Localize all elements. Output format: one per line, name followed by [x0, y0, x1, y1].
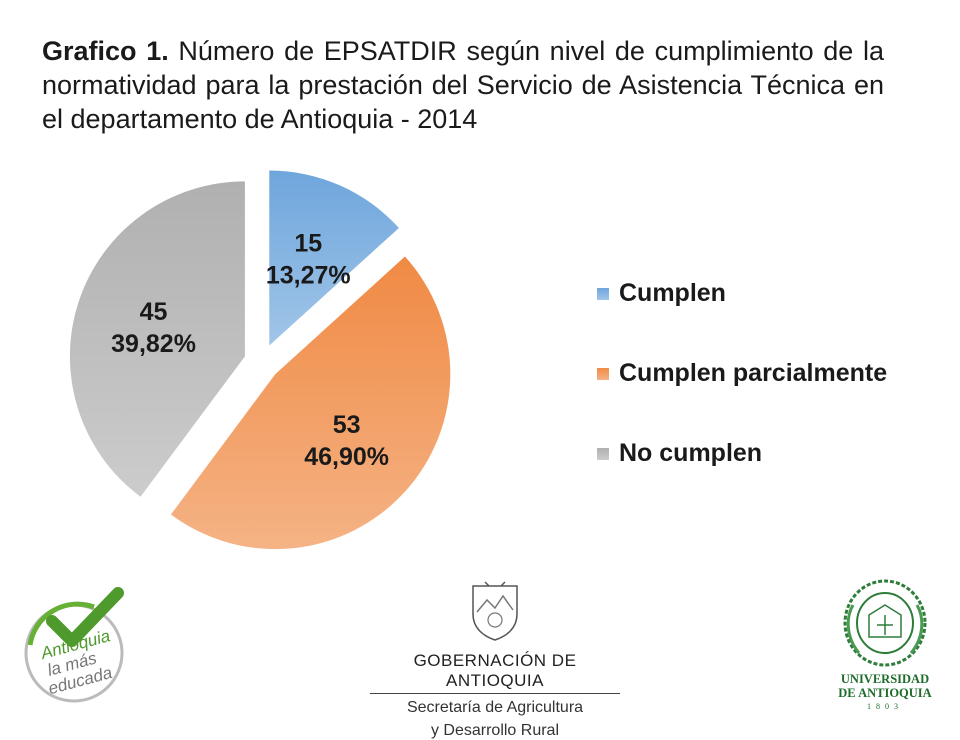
chart-legend: Cumplen Cumplen parcialmente No cumplen — [597, 276, 887, 516]
slice-cumplen — [269, 170, 399, 346]
udea-year: 1803 — [867, 702, 903, 711]
slice-cumplen-parcialmente — [170, 256, 451, 550]
data-label-value: 45 — [140, 298, 168, 326]
legend-swatch — [597, 367, 609, 380]
udea-seal-icon — [843, 579, 927, 667]
chart-title: Grafico 1. Número de EPSATDIR según nive… — [42, 34, 884, 136]
coat-of-arms-icon — [472, 581, 518, 641]
udea-name-line2: DE ANTIOQUIA — [838, 686, 932, 700]
chart-title-prefix: Grafico 1. — [42, 36, 169, 66]
legend-label: Cumplen — [619, 279, 726, 307]
data-label-percent: 46,90% — [304, 443, 389, 471]
gobernacion-sub2: y Desarrollo Rural — [430, 722, 560, 739]
legend-item-cumplen: Cumplen — [597, 276, 887, 311]
antioquia-educada-logo: Antioquia la más educada — [22, 585, 134, 705]
data-label-percent: 13,27% — [266, 262, 351, 290]
legend-item-no-cumplen: No cumplen — [597, 436, 887, 471]
legend-label: Cumplen parcialmente — [619, 359, 888, 387]
udea-logo: UNIVERSIDAD DE ANTIOQUIA 1803 — [832, 575, 938, 711]
slice-no-cumplen — [69, 181, 245, 497]
legend-label: No cumplen — [619, 439, 763, 467]
legend-swatch — [597, 447, 609, 460]
data-label-percent: 39,82% — [111, 330, 196, 358]
gobernacion-logo: GOBERNACIÓN DE ANTIOQUIA Secretaría de A… — [370, 580, 620, 740]
legend-item-cumplen-parcialmente: Cumplen parcialmente — [597, 356, 887, 391]
udea-name-line1: UNIVERSIDAD — [840, 672, 930, 686]
chart-title-text: Número de EPSATDIR según nivel de cumpli… — [42, 36, 884, 134]
data-label-value: 15 — [294, 230, 322, 258]
legend-swatch — [597, 287, 609, 300]
data-label-value: 53 — [333, 411, 361, 439]
gobernacion-name: GOBERNACIÓN DE ANTIOQUIA — [370, 651, 620, 694]
pie-chart: 15 13,27% 53 46,90% 45 39,82% — [69, 170, 451, 550]
gobernacion-sub1: Secretaría de Agricultura — [406, 699, 584, 716]
